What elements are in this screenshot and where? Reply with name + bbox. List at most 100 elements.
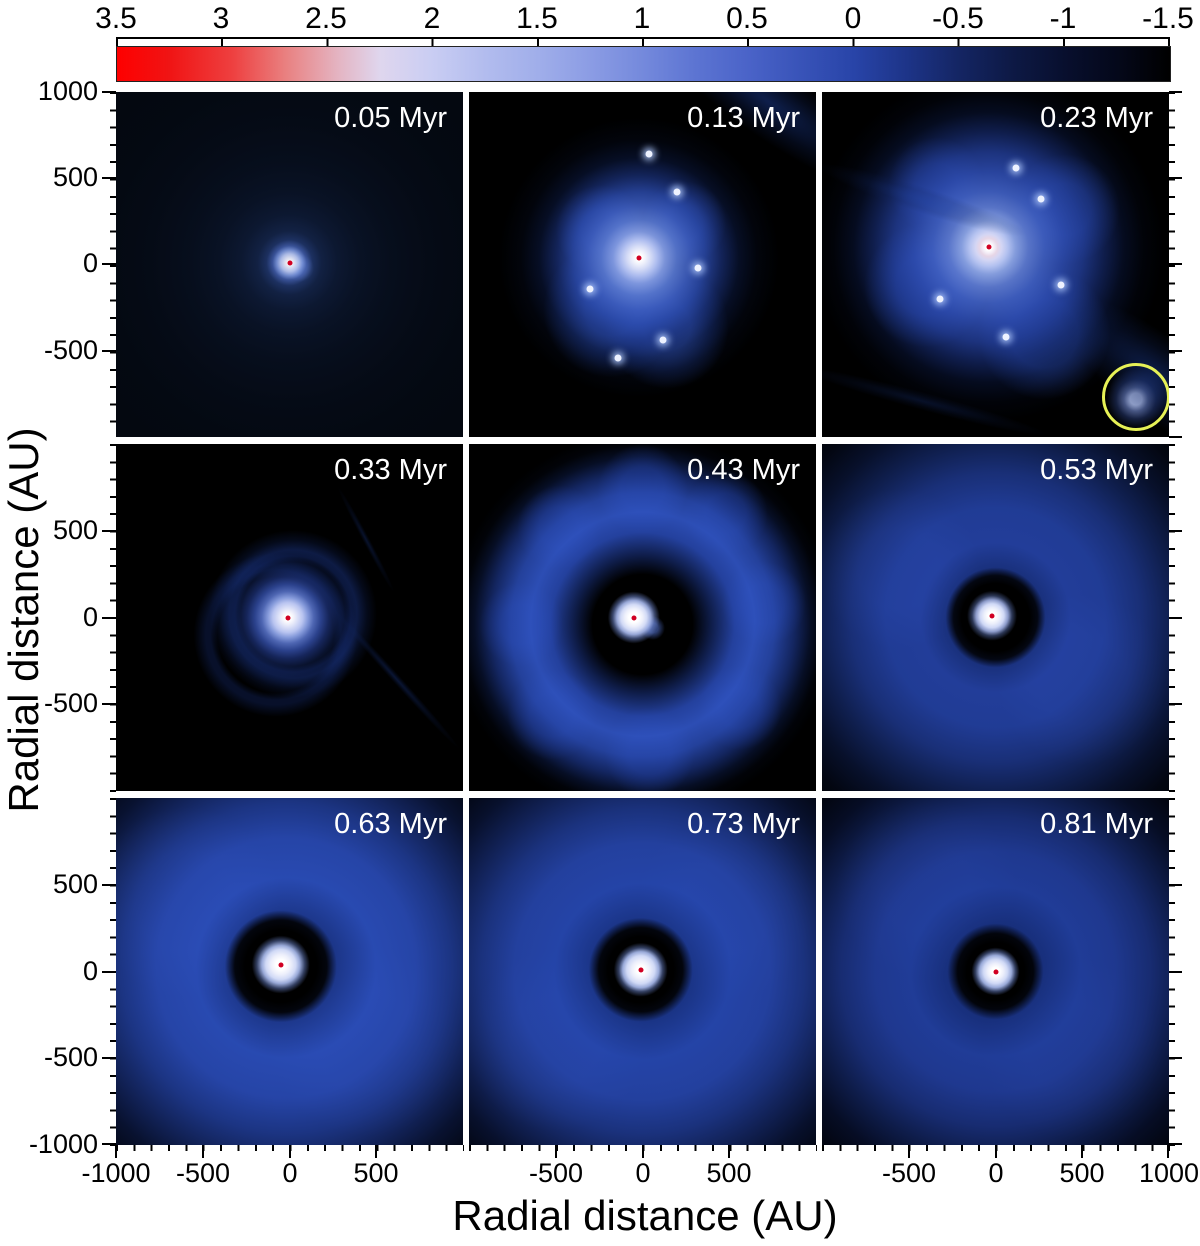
colorbar-gradient <box>116 46 1171 82</box>
x-minor-ticks <box>469 1145 817 1151</box>
colorbar-tick-label: 2 <box>423 2 441 35</box>
y-major-tick <box>102 530 116 532</box>
spiral-clump <box>1037 195 1045 203</box>
right-major-tick <box>1169 703 1182 705</box>
y-tick-label: 500 <box>52 869 98 899</box>
fragment-annotation-circle <box>1102 363 1169 432</box>
right-major-tick <box>1169 1057 1182 1059</box>
y-major-tick <box>102 617 116 619</box>
density-map <box>116 444 463 791</box>
x-major-tick <box>1167 1145 1169 1158</box>
y-major-tick <box>102 91 116 93</box>
spiral-clump <box>586 285 594 293</box>
right-major-tick <box>1169 884 1182 886</box>
time-label: 0.53 Myr <box>1040 454 1153 486</box>
colorbar-tick-label: 1 <box>633 2 651 35</box>
protostar-marker <box>285 615 291 620</box>
right-minor-ticks <box>1169 92 1175 438</box>
colorbar-tick-label: -0.5 <box>932 2 984 35</box>
right-major-tick <box>1169 530 1182 532</box>
x-tick-label: 0 <box>282 1158 298 1188</box>
right-major-tick <box>1169 436 1182 438</box>
spiral-clump <box>694 264 702 272</box>
protostar-marker <box>636 255 642 261</box>
x-major-tick <box>642 1145 644 1158</box>
protostar-marker <box>986 244 992 250</box>
spiral-clump <box>1002 333 1010 341</box>
density-map <box>822 798 1169 1145</box>
x-major-tick <box>202 1145 204 1158</box>
x-tick-label: 0 <box>635 1158 651 1188</box>
spiral-clump <box>659 336 667 344</box>
spiral-clump <box>614 354 622 362</box>
colorbar-tick-label: 0 <box>844 2 862 35</box>
colorbar-tick-label: 3 <box>212 2 230 35</box>
y-major-tick <box>102 1143 116 1145</box>
time-label: 0.23 Myr <box>1040 102 1153 134</box>
x-major-tick <box>375 1145 377 1158</box>
density-map <box>116 798 463 1145</box>
y-minor-ticks <box>110 92 116 438</box>
x-tick-label: 500 <box>706 1158 752 1188</box>
right-major-tick <box>1169 350 1182 352</box>
density-panel-2: 0.13 Myr <box>469 92 816 437</box>
y-tick-label: 0 <box>82 956 98 986</box>
y-tick-label: 0 <box>82 602 98 632</box>
y-tick-label: 500 <box>52 515 98 545</box>
y-minor-ticks <box>110 798 116 1146</box>
protostar-marker <box>631 615 637 620</box>
colorbar-tick-label: 1.5 <box>516 2 558 35</box>
x-tick-label: -1000 <box>81 1158 151 1188</box>
time-label: 0.13 Myr <box>687 102 800 134</box>
time-label: 0.33 Myr <box>334 454 447 486</box>
y-tick-label: -500 <box>43 1042 98 1072</box>
density-panel-1: 0.05 Myr <box>116 92 463 437</box>
x-major-tick <box>1081 1145 1083 1158</box>
x-tick-label: 500 <box>1059 1158 1105 1188</box>
protostar-marker <box>989 613 995 619</box>
time-label: 0.05 Myr <box>334 102 447 134</box>
x-major-tick <box>908 1145 910 1158</box>
y-major-tick <box>102 884 116 886</box>
y-tick-label: -500 <box>43 688 98 718</box>
spiral-clump <box>1057 281 1065 289</box>
x-tick-label: -500 <box>881 1158 937 1188</box>
density-panel-7: 0.63 Myr <box>116 798 463 1145</box>
y-tick-label: 0 <box>82 248 98 278</box>
density-panel-4: 0.33 Myr <box>116 444 463 791</box>
colorbar-tick-label: -1.5 <box>1142 2 1194 35</box>
y-minor-ticks <box>110 444 116 792</box>
right-minor-ticks <box>1169 798 1175 1146</box>
density-map <box>822 444 1169 791</box>
right-major-tick <box>1169 971 1182 973</box>
x-tick-label: -500 <box>528 1158 584 1188</box>
colorbar-tick-label: 3.5 <box>95 2 137 35</box>
colorbar-ticks <box>116 37 1171 46</box>
y-major-tick <box>102 1057 116 1059</box>
protostar-marker <box>638 967 644 973</box>
y-tick-label: 500 <box>52 162 98 192</box>
x-major-tick <box>289 1145 291 1158</box>
protostar-marker <box>278 962 284 968</box>
x-major-tick <box>555 1145 557 1158</box>
density-panel-3: 0.23 Myr <box>822 92 1169 437</box>
right-major-tick <box>1169 91 1182 93</box>
y-tick-label: -1000 <box>28 1129 98 1159</box>
density-map <box>469 444 816 791</box>
right-major-tick <box>1169 1143 1182 1145</box>
time-label: 0.73 Myr <box>687 808 800 840</box>
time-label: 0.63 Myr <box>334 808 447 840</box>
y-major-tick <box>102 350 116 352</box>
y-major-tick <box>102 703 116 705</box>
x-major-tick <box>115 1145 117 1158</box>
y-tick-label: -500 <box>43 335 98 365</box>
density-panel-5: 0.43 Myr <box>469 444 816 791</box>
x-axis-title: Radial distance (AU) <box>452 1192 838 1239</box>
x-major-tick <box>728 1145 730 1158</box>
spiral-clump <box>1012 164 1020 172</box>
spiral-clump <box>936 295 944 303</box>
x-minor-ticks <box>116 1145 464 1151</box>
density-map <box>469 798 816 1145</box>
y-major-tick <box>102 971 116 973</box>
